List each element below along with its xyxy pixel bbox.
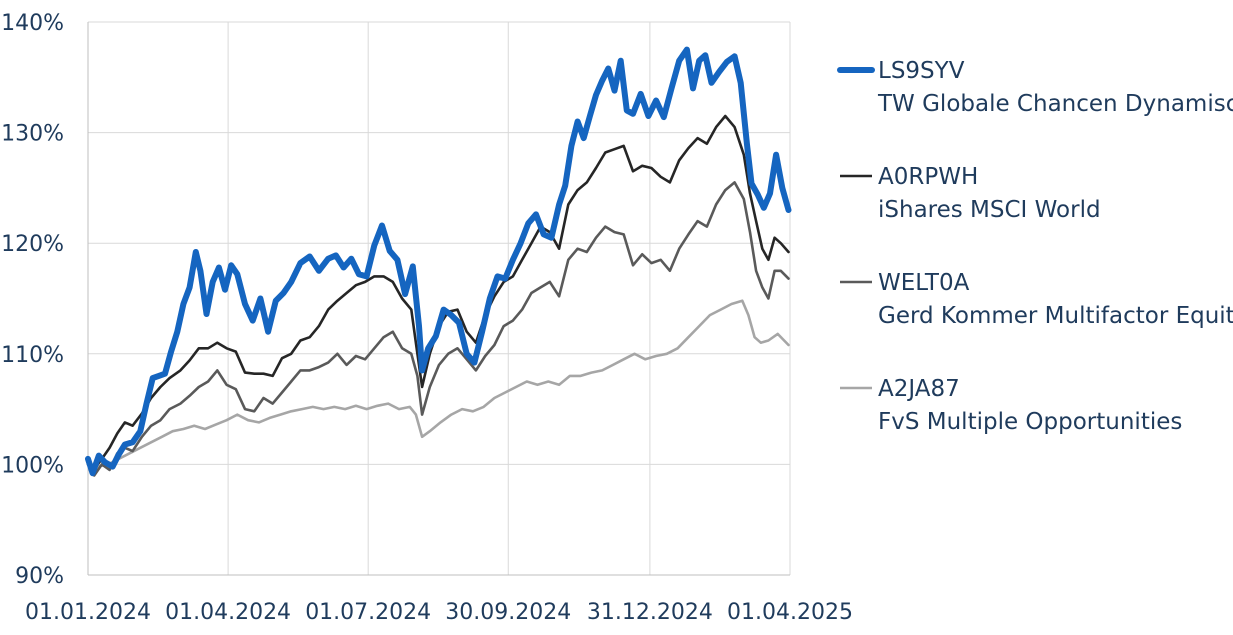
x-tick-label: 30.09.2024 [445, 600, 571, 625]
x-tick-label: 01.01.2024 [25, 600, 151, 625]
series-line-a0rpwh [86, 114, 790, 471]
x-tick-label: 01.07.2024 [305, 600, 431, 625]
legend-series-name: FvS Multiple Opportunities [878, 409, 1182, 435]
y-tick-label: 110% [1, 343, 64, 368]
series-line-welt0a [86, 181, 790, 477]
x-tick-label: 31.12.2024 [587, 600, 713, 625]
y-tick-label: 130% [1, 122, 64, 147]
y-tick-label: 90% [15, 564, 64, 589]
legend-series-code: WELT0A [878, 270, 970, 296]
legend-series-name: iShares MSCI World [878, 197, 1101, 223]
x-tick-label: 01.04.2025 [727, 600, 853, 625]
series-line-ls9syv [85, 46, 792, 477]
x-tick-label: 01.04.2024 [165, 600, 291, 625]
chart-grid [87, 21, 791, 576]
legend-series-code: A2JA87 [878, 376, 960, 402]
legend-series-name: TW Globale Chancen Dynamisch [877, 91, 1233, 117]
y-axis-tick-labels: 90% 100% 110% 120% 130% 140% [1, 11, 64, 589]
y-tick-label: 120% [1, 232, 64, 257]
legend-series-code: LS9SYV [878, 58, 965, 84]
y-tick-label: 140% [1, 11, 64, 36]
legend-series-name: Gerd Kommer Multifactor Equity [878, 303, 1233, 329]
chart-legend: LS9SYV TW Globale Chancen Dynamisch A0RPWH… [837, 58, 1233, 435]
series-line-a2ja87 [86, 299, 790, 468]
x-axis-tick-labels: 01.01.2024 01.04.2024 01.07.2024 30.09.2024… [25, 600, 853, 625]
chart-axes [87, 22, 790, 576]
legend-series-code: A0RPWH [878, 164, 978, 190]
y-tick-label: 100% [1, 453, 64, 478]
chart-series [85, 46, 792, 477]
